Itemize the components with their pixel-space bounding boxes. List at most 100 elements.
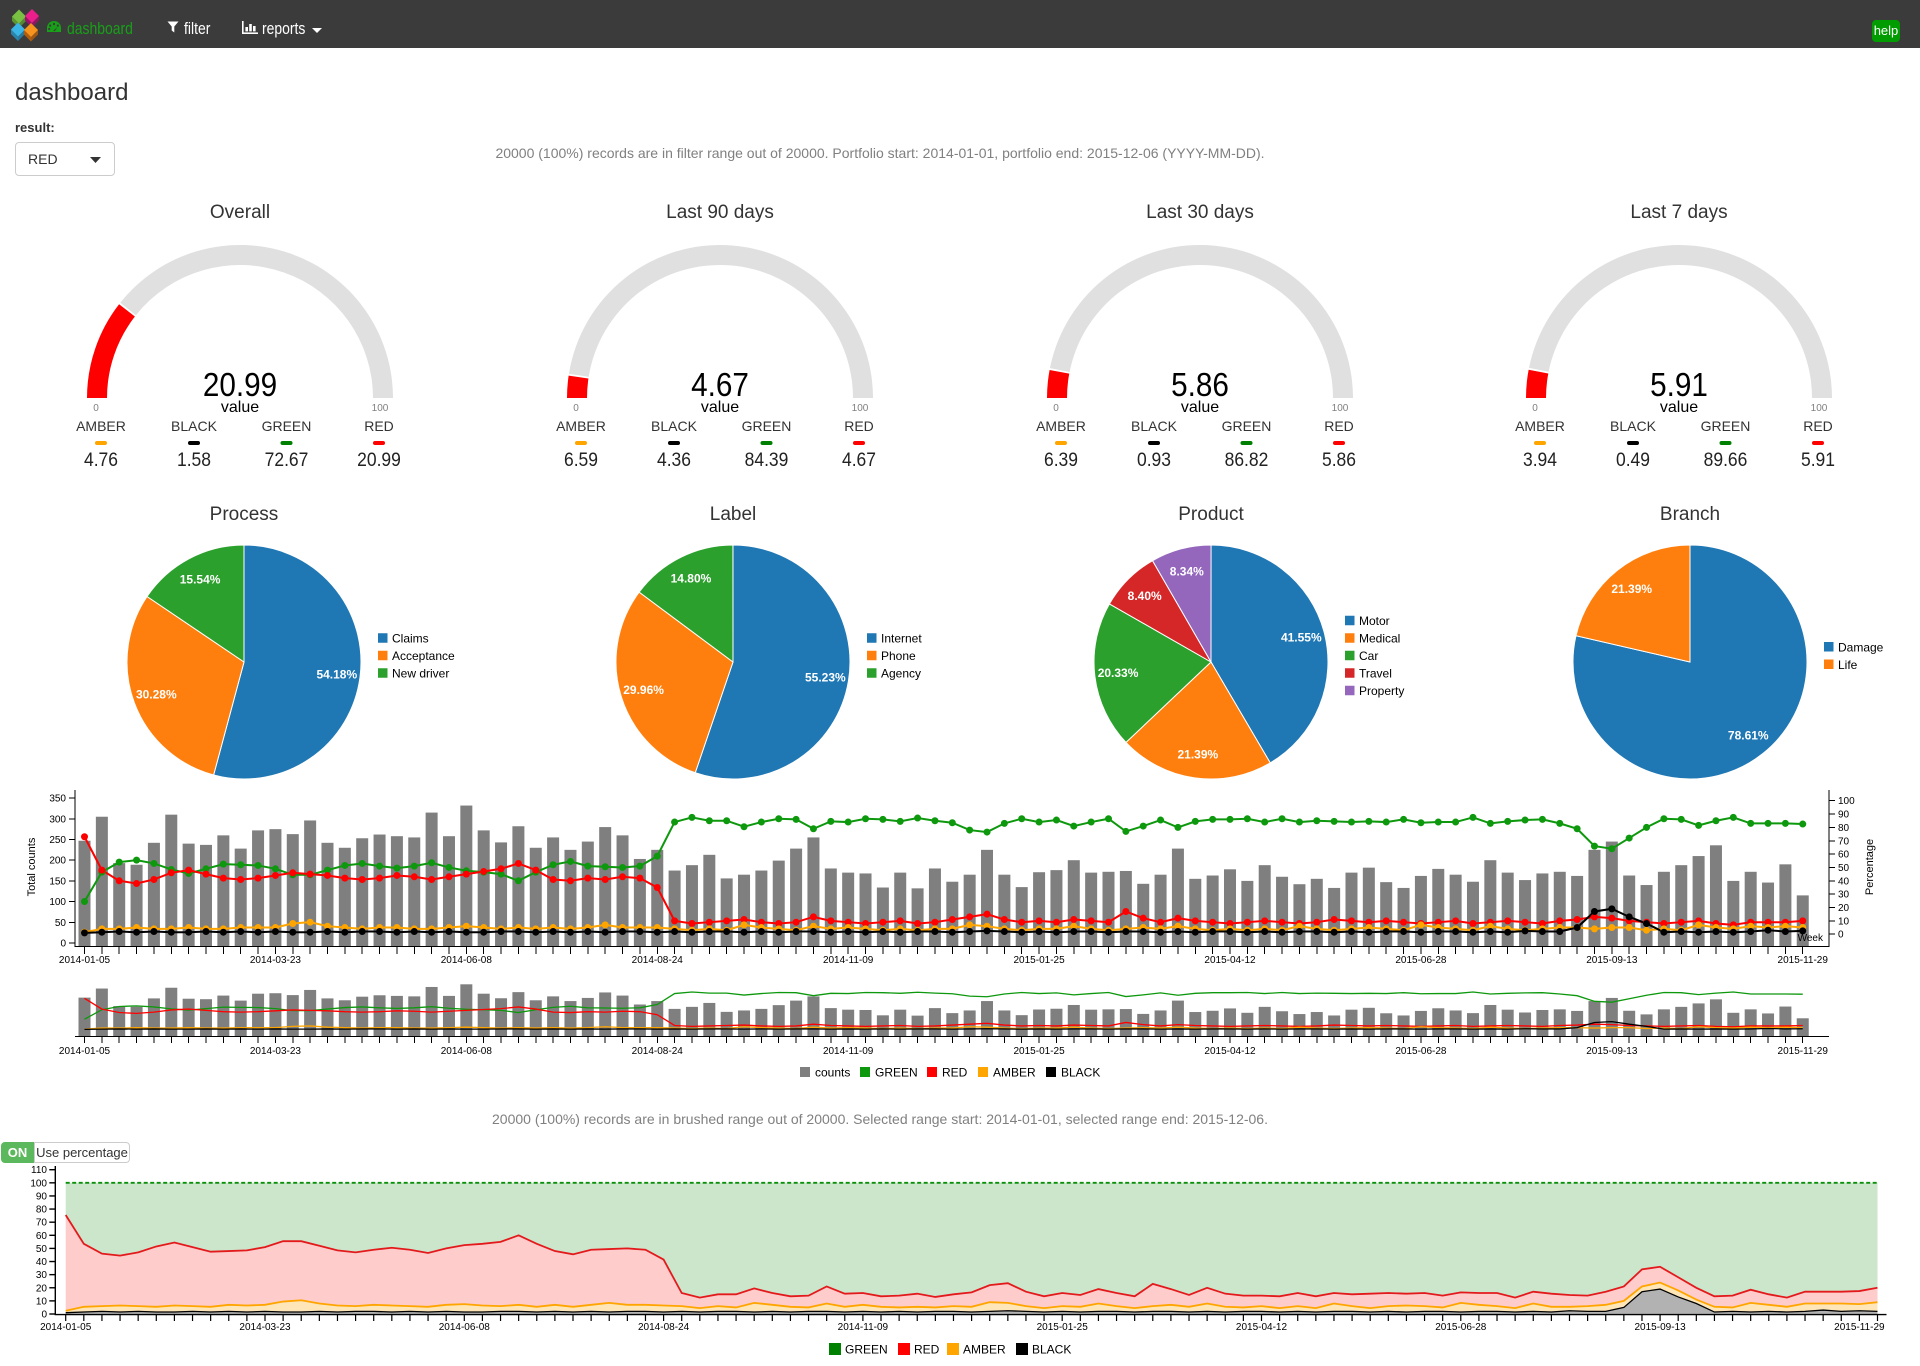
svg-text:20.99: 20.99 <box>357 448 401 470</box>
svg-text:14.80%: 14.80% <box>671 571 712 585</box>
svg-text:AMBER: AMBER <box>993 1066 1036 1080</box>
svg-text:40: 40 <box>1838 876 1850 887</box>
svg-text:2015-04-12: 2015-04-12 <box>1204 955 1256 966</box>
svg-text:55.23%: 55.23% <box>805 670 846 684</box>
svg-text:70: 70 <box>36 1218 48 1229</box>
svg-text:Branch: Branch <box>1660 504 1720 525</box>
svg-text:4.76: 4.76 <box>84 448 118 470</box>
svg-text:89.66: 89.66 <box>1704 448 1748 470</box>
svg-text:2014-01-05: 2014-01-05 <box>59 1046 111 1057</box>
svg-text:20.33%: 20.33% <box>1098 666 1139 680</box>
svg-text:0: 0 <box>93 403 99 414</box>
svg-text:100: 100 <box>30 1178 47 1189</box>
svg-text:0: 0 <box>573 403 579 414</box>
svg-text:BLACK: BLACK <box>1610 418 1657 434</box>
svg-text:86.82: 86.82 <box>1225 448 1269 470</box>
svg-text:Label: Label <box>710 504 757 525</box>
svg-text:80: 80 <box>1838 823 1850 834</box>
svg-text:Agency: Agency <box>881 667 921 681</box>
svg-text:Percentage: Percentage <box>1864 839 1876 895</box>
svg-text:350: 350 <box>49 794 66 805</box>
svg-text:AMBER: AMBER <box>1036 418 1086 434</box>
svg-text:Process: Process <box>210 504 279 525</box>
svg-text:100: 100 <box>852 403 869 414</box>
svg-text:Internet: Internet <box>881 632 922 646</box>
svg-text:New driver: New driver <box>392 667 449 681</box>
svg-text:0: 0 <box>41 1310 47 1321</box>
svg-text:5.91: 5.91 <box>1801 448 1835 470</box>
svg-text:80: 80 <box>36 1205 48 1216</box>
svg-text:Last 30 days: Last 30 days <box>1146 202 1254 223</box>
svg-text:250: 250 <box>49 835 66 846</box>
svg-text:RED: RED <box>844 418 874 434</box>
svg-text:15.54%: 15.54% <box>180 572 221 586</box>
svg-text:2015-09-13: 2015-09-13 <box>1586 955 1638 966</box>
svg-text:100: 100 <box>1811 403 1828 414</box>
svg-text:Phone: Phone <box>881 649 916 663</box>
svg-text:Week: Week <box>1798 933 1824 944</box>
svg-text:2015-11-29: 2015-11-29 <box>1778 955 1829 966</box>
svg-text:Last 90 days: Last 90 days <box>666 202 774 223</box>
svg-text:5.86: 5.86 <box>1171 367 1229 404</box>
svg-text:Travel: Travel <box>1359 667 1392 681</box>
svg-text:90: 90 <box>1838 810 1850 821</box>
svg-text:300: 300 <box>49 814 66 825</box>
svg-text:2014-08-24: 2014-08-24 <box>632 955 684 966</box>
svg-text:Life: Life <box>1838 658 1858 672</box>
svg-text:GREEN: GREEN <box>262 418 312 434</box>
svg-text:100: 100 <box>1332 403 1349 414</box>
svg-text:200: 200 <box>49 856 66 867</box>
svg-text:0: 0 <box>1532 403 1538 414</box>
svg-text:2015-01-25: 2015-01-25 <box>1014 1046 1066 1057</box>
svg-text:110: 110 <box>31 1165 47 1176</box>
svg-text:70: 70 <box>1838 836 1850 847</box>
svg-text:21.39%: 21.39% <box>1611 582 1652 596</box>
svg-text:GREEN: GREEN <box>875 1066 918 1080</box>
svg-text:GREEN: GREEN <box>1701 418 1751 434</box>
svg-text:BLACK: BLACK <box>1061 1066 1100 1080</box>
svg-text:AMBER: AMBER <box>1515 418 1565 434</box>
svg-text:30: 30 <box>1838 890 1850 901</box>
svg-text:60: 60 <box>1838 850 1850 861</box>
svg-text:value: value <box>1660 399 1698 416</box>
svg-text:2015-04-12: 2015-04-12 <box>1236 1322 1288 1333</box>
svg-text:2014-06-08: 2014-06-08 <box>441 1046 493 1057</box>
svg-text:value: value <box>221 399 259 416</box>
svg-text:2014-01-05: 2014-01-05 <box>40 1322 92 1333</box>
svg-text:counts: counts <box>815 1066 850 1080</box>
svg-text:Overall: Overall <box>210 202 270 223</box>
svg-text:GREEN: GREEN <box>845 1343 888 1357</box>
svg-text:2014-06-08: 2014-06-08 <box>439 1322 491 1333</box>
svg-text:50: 50 <box>36 1244 48 1255</box>
svg-text:AMBER: AMBER <box>556 418 606 434</box>
svg-text:5.91: 5.91 <box>1650 367 1708 404</box>
svg-text:10: 10 <box>36 1296 48 1307</box>
svg-text:30.28%: 30.28% <box>136 688 177 702</box>
svg-text:3.94: 3.94 <box>1523 448 1557 470</box>
svg-text:2015-06-28: 2015-06-28 <box>1395 955 1447 966</box>
svg-text:2015-04-12: 2015-04-12 <box>1204 1046 1256 1057</box>
svg-text:2014-11-09: 2014-11-09 <box>838 1322 889 1333</box>
svg-text:Acceptance: Acceptance <box>392 649 455 663</box>
svg-text:8.34%: 8.34% <box>1170 565 1204 579</box>
svg-text:BLACK: BLACK <box>171 418 218 434</box>
svg-text:value: value <box>1181 399 1219 416</box>
svg-text:Product: Product <box>1178 504 1244 525</box>
svg-text:2014-11-09: 2014-11-09 <box>823 1046 874 1057</box>
svg-text:2015-11-29: 2015-11-29 <box>1778 1046 1829 1057</box>
svg-text:BLACK: BLACK <box>1131 418 1178 434</box>
svg-text:6.59: 6.59 <box>564 448 598 470</box>
svg-text:2015-01-25: 2015-01-25 <box>1014 955 1066 966</box>
svg-text:2014-11-09: 2014-11-09 <box>823 955 874 966</box>
svg-text:60: 60 <box>36 1231 48 1242</box>
svg-text:100: 100 <box>49 897 66 908</box>
svg-text:BLACK: BLACK <box>651 418 698 434</box>
svg-text:84.39: 84.39 <box>745 448 789 470</box>
svg-text:2015-01-25: 2015-01-25 <box>1037 1322 1089 1333</box>
svg-text:GREEN: GREEN <box>742 418 792 434</box>
svg-text:Motor: Motor <box>1359 614 1390 628</box>
svg-text:5.86: 5.86 <box>1322 448 1356 470</box>
svg-text:50: 50 <box>1838 863 1850 874</box>
svg-text:0: 0 <box>1838 930 1844 941</box>
svg-text:Damage: Damage <box>1838 640 1884 654</box>
